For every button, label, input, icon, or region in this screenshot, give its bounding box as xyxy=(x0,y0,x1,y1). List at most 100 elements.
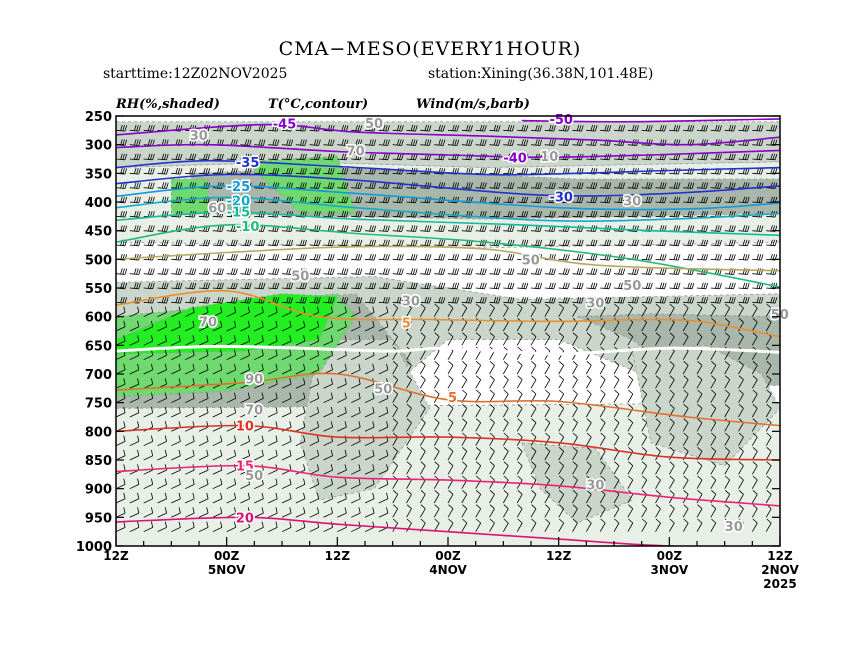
wind-barb-feather xyxy=(217,225,220,232)
wind-barb-feather xyxy=(733,139,736,146)
wind-barb xyxy=(489,129,499,132)
wind-barb xyxy=(669,273,679,275)
wind-barb xyxy=(599,365,606,375)
wind-barb-feather xyxy=(604,196,607,203)
wind-barb-feather xyxy=(192,521,195,528)
wind-barb-feather xyxy=(787,197,789,203)
wind-barb-feather xyxy=(261,306,264,313)
wind-barb-feather xyxy=(687,296,690,303)
wind-barb-feather xyxy=(385,196,388,203)
wind-barb xyxy=(738,172,748,175)
wind-barb xyxy=(309,355,319,361)
wind-barb-feather xyxy=(344,320,347,327)
wind-barb-feather xyxy=(230,167,234,174)
wind-barb xyxy=(129,230,139,232)
wind-barb-feather xyxy=(683,447,689,452)
wind-barb-feather xyxy=(206,492,209,499)
wind-barb xyxy=(254,287,264,290)
wind-barb xyxy=(309,258,319,261)
wind-barb-feather xyxy=(747,225,750,232)
wind-barb-feather xyxy=(521,196,524,203)
wind-barb-feather xyxy=(586,461,592,466)
wind-barb-feather xyxy=(246,282,250,289)
wind-barb-feather xyxy=(493,296,497,303)
wind-barb xyxy=(212,369,223,375)
wind-barb-feather xyxy=(664,297,667,304)
wind-barb-feather xyxy=(475,418,481,423)
wind-barb-feather xyxy=(728,253,732,260)
wind-barb xyxy=(502,307,509,317)
wind-barb-feather xyxy=(641,475,647,481)
wind-barb xyxy=(157,441,167,447)
wind-barb-feather xyxy=(521,282,524,289)
wind-barb-feather xyxy=(205,239,208,246)
wind-barb xyxy=(517,158,527,161)
wind-barb-feather xyxy=(152,182,155,189)
wind-barb-feather xyxy=(787,125,789,131)
wind-barb-feather xyxy=(578,125,582,132)
wind-barb-feather xyxy=(233,239,236,246)
contour-labels: -50-45-40-35-30-25-20-15-105510152030507… xyxy=(188,111,790,536)
wind-barb xyxy=(751,408,758,418)
wind-barb-feather xyxy=(152,168,155,175)
wind-barb xyxy=(489,408,495,418)
wind-barb-feather xyxy=(567,196,570,203)
wind-barb xyxy=(378,512,389,518)
x-tick-date: 4NOV xyxy=(429,563,467,577)
wind-barb xyxy=(254,469,264,475)
wind-barb-feather xyxy=(567,211,570,218)
wind-barb-feather xyxy=(412,139,416,146)
wind-barb xyxy=(323,187,333,189)
wind-barb-feather xyxy=(572,332,578,337)
wind-barb-feather xyxy=(545,389,551,395)
temperature-label: 10 xyxy=(236,420,254,435)
wind-barb-feather xyxy=(290,268,294,275)
wind-barb-feather xyxy=(178,335,181,342)
wind-barb xyxy=(281,484,292,490)
wind-barb-feather xyxy=(744,239,748,246)
wind-barb xyxy=(572,508,578,518)
wind-barb xyxy=(530,307,537,317)
wind-barb xyxy=(738,422,744,432)
wind-barb xyxy=(516,365,523,375)
wind-barb-feather xyxy=(372,507,375,514)
wind-barb xyxy=(613,436,620,446)
wind-barb xyxy=(738,273,748,275)
wind-barb-feather xyxy=(789,140,791,146)
wind-barb xyxy=(724,479,731,489)
wind-barb xyxy=(738,479,744,489)
wind-barb-feather xyxy=(689,297,693,304)
wind-barb xyxy=(295,187,305,189)
wind-barb xyxy=(116,512,126,518)
wind-barb xyxy=(503,287,513,290)
wind-barb xyxy=(116,484,126,490)
wind-barb-feather xyxy=(475,303,481,309)
wind-barb-feather xyxy=(371,268,374,275)
wind-barb-feather xyxy=(687,225,690,232)
wind-barb xyxy=(683,129,693,132)
wind-barb xyxy=(129,355,140,361)
wind-barb-feather xyxy=(655,504,661,509)
wind-barb-feather xyxy=(317,492,320,499)
wind-barb xyxy=(378,340,389,346)
wind-barb-feather xyxy=(420,375,426,380)
wind-barb xyxy=(585,365,592,375)
wind-barb-feather xyxy=(675,125,679,132)
wind-barb xyxy=(696,508,703,518)
wind-barb xyxy=(530,244,541,247)
wind-barb-feather xyxy=(525,168,529,175)
wind-barb-feather xyxy=(166,153,169,160)
wind-barb-feather xyxy=(304,282,307,289)
wind-barb-feather xyxy=(482,125,485,132)
chart-title: CMA−MESO(EVERY1HOUR) xyxy=(278,38,582,60)
wind-barb xyxy=(489,451,495,461)
wind-barb-feather xyxy=(742,296,746,303)
wind-barb xyxy=(530,287,541,290)
wind-barb-feather xyxy=(604,210,607,217)
wind-barb-feather xyxy=(249,254,252,261)
wind-barb-feather xyxy=(217,268,220,275)
wind-barb-feather xyxy=(622,268,626,275)
wind-barb-feather xyxy=(689,211,693,218)
wind-barb-feather xyxy=(327,153,331,160)
temperature-label: -35 xyxy=(236,156,260,171)
